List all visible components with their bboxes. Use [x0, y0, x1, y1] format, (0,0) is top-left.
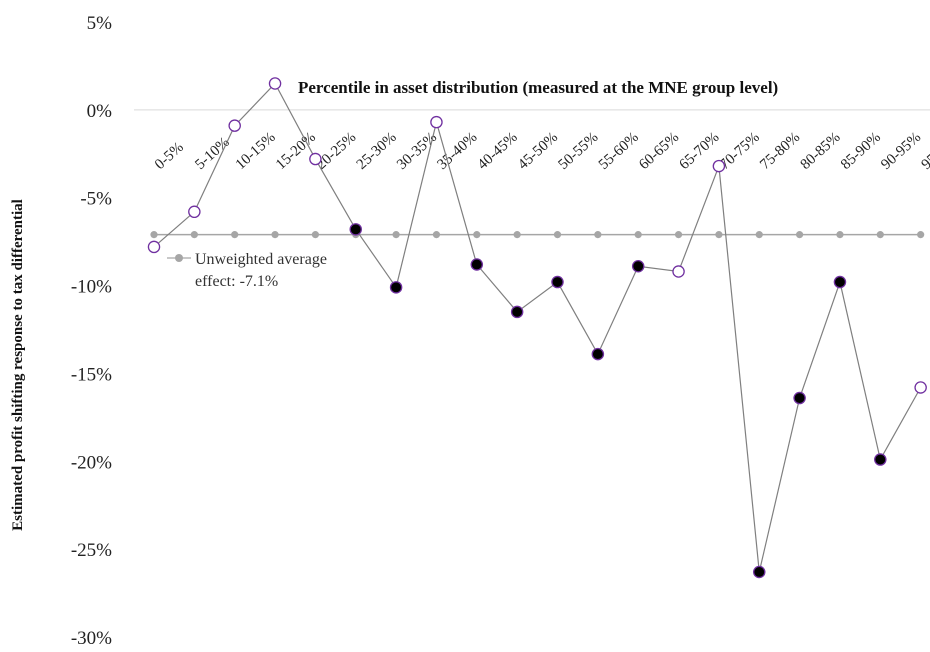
- data-point-significant: [389, 281, 403, 294]
- average-marker: [392, 231, 400, 239]
- average-marker: [634, 231, 642, 239]
- x-tick-label: 40-45%: [475, 129, 521, 173]
- data-point-insignificant: [147, 240, 161, 254]
- series-line: [153, 82, 922, 573]
- data-point-insignificant: [914, 381, 927, 394]
- data-point-significant: [349, 223, 362, 236]
- x-tick-label: 85-90%: [838, 129, 884, 173]
- average-marker: [432, 231, 441, 239]
- x-tick-label: 35-40%: [434, 129, 480, 173]
- main-series: [147, 77, 927, 579]
- y-tick-label: -10%: [71, 277, 112, 298]
- average-marker: [271, 231, 279, 239]
- y-tick-label: 0%: [87, 101, 113, 122]
- y-axis-title-group: Estimated profit shifting response to ta…: [10, 199, 26, 531]
- average-series: [150, 231, 925, 239]
- data-point-insignificant: [228, 119, 241, 132]
- data-point-insignificant: [712, 159, 726, 173]
- average-marker: [917, 231, 925, 239]
- data-point-significant: [551, 275, 564, 289]
- y-axis-ticks: 5% 0% -5% -10% -15% -20% -25% -30%: [71, 13, 112, 649]
- average-marker: [836, 231, 844, 239]
- average-marker: [553, 231, 562, 239]
- data-point-significant: [591, 347, 605, 361]
- data-point-insignificant: [672, 265, 685, 278]
- data-point-insignificant: [188, 205, 201, 219]
- x-tick-label: 75-80%: [757, 129, 803, 173]
- y-tick-label: -25%: [71, 540, 112, 561]
- y-tick-label: 5%: [87, 13, 113, 34]
- data-point-significant: [510, 305, 524, 319]
- data-point-insignificant: [430, 115, 443, 129]
- x-tick-label: 5-10%: [192, 134, 232, 173]
- y-tick-label: -15%: [71, 364, 112, 385]
- data-point-significant: [793, 391, 806, 405]
- legend: Unweighted average effect: -7.1%: [167, 251, 327, 290]
- average-marker: [311, 231, 319, 239]
- x-tick-label: 25-30%: [354, 129, 400, 173]
- average-marker: [513, 231, 521, 239]
- average-marker: [715, 231, 723, 239]
- y-tick-label: -20%: [71, 452, 112, 473]
- average-marker: [594, 231, 602, 239]
- x-tick-label: 80-85%: [798, 129, 844, 173]
- x-tick-label: 50-55%: [555, 129, 601, 173]
- average-marker: [473, 231, 481, 239]
- data-point-significant: [470, 258, 484, 271]
- x-tick-label: 0-5%: [152, 139, 187, 173]
- average-marker: [876, 231, 884, 239]
- x-tick-label: 55-60%: [596, 129, 642, 173]
- legend-label-line2: effect: -7.1%: [195, 273, 278, 290]
- legend-marker: [175, 254, 183, 262]
- data-point-significant: [631, 259, 645, 273]
- x-tick-label: 90-95%: [878, 129, 924, 173]
- data-point-insignificant: [268, 77, 282, 90]
- average-marker: [674, 231, 683, 239]
- data-point-significant: [833, 275, 847, 289]
- average-marker: [796, 231, 804, 239]
- category-labels: 0-5% 5-10% 10-15%15-20%20-25%25-30%30-35%3…: [152, 124, 930, 173]
- average-marker: [190, 231, 198, 239]
- x-axis-title: Percentile in asset distribution (measur…: [298, 78, 778, 97]
- x-tick-label: 60-65%: [636, 129, 682, 173]
- x-tick-label: 15-20%: [273, 129, 319, 173]
- y-tick-label: -5%: [80, 189, 112, 210]
- average-marker: [755, 231, 763, 239]
- legend-label-line1: Unweighted average: [195, 251, 327, 268]
- y-tick-label: -30%: [71, 628, 112, 649]
- x-tick-label: 95-100%: [919, 124, 930, 173]
- average-marker: [231, 231, 239, 239]
- average-marker: [150, 231, 158, 239]
- data-point-significant: [874, 453, 887, 466]
- data-point-insignificant: [309, 152, 322, 166]
- data-point-significant: [753, 565, 766, 579]
- x-tick-label: 45-50%: [515, 129, 561, 173]
- y-axis-title: Estimated profit shifting response to ta…: [10, 199, 26, 531]
- x-tick-label: 10-15%: [233, 129, 279, 173]
